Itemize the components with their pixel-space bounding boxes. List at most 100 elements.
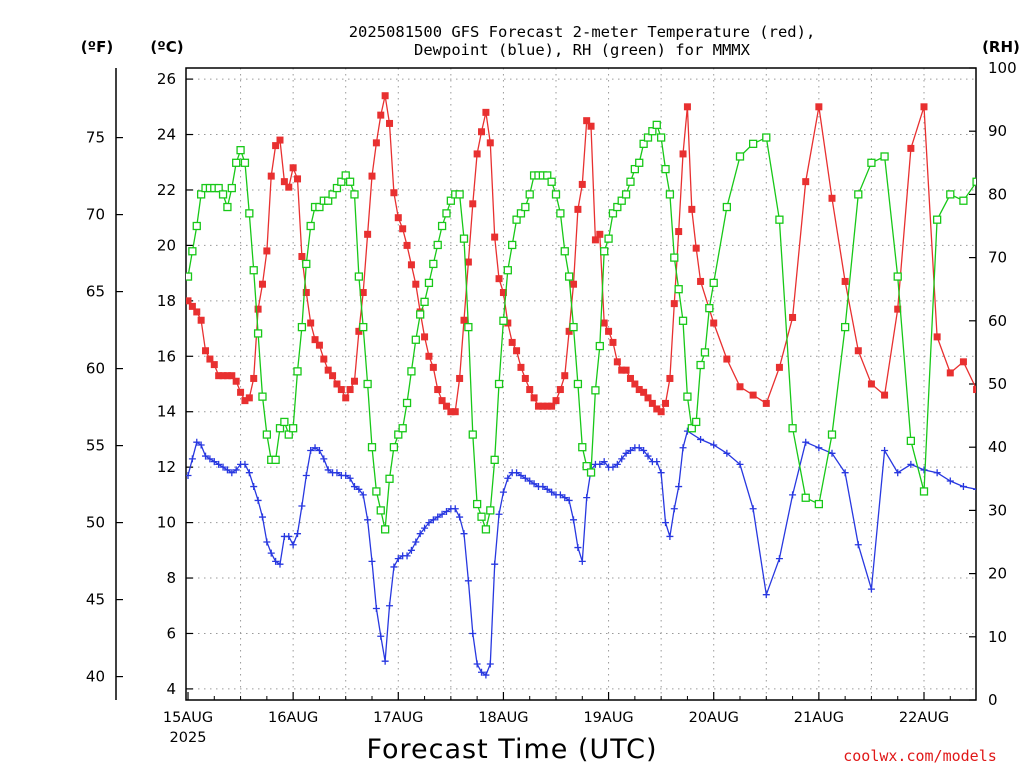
rh-point	[880, 152, 889, 161]
rh-point	[472, 499, 482, 509]
temperature-point	[894, 305, 902, 313]
temperature-point	[451, 408, 459, 416]
rh-point	[486, 506, 495, 515]
rh-point	[186, 272, 193, 281]
rh-point	[192, 221, 201, 231]
temperature-point	[434, 386, 442, 394]
dewpoint-point	[679, 444, 687, 452]
dewpoint-point	[346, 474, 354, 482]
rh-point	[380, 525, 390, 534]
temperature-point	[513, 347, 521, 355]
temperature-point	[635, 386, 643, 394]
fahrenheit-tick-label: 60	[86, 360, 105, 378]
temperature-point	[280, 178, 288, 186]
rh-point	[394, 430, 403, 439]
temperature-point	[464, 258, 472, 266]
temperature-point	[802, 178, 810, 186]
dewpoint-point	[867, 585, 875, 593]
temperature-point	[289, 164, 297, 172]
rh-point	[359, 322, 368, 332]
rh-point	[986, 159, 993, 166]
rh-point	[709, 278, 718, 288]
dewpoint-point	[403, 552, 411, 560]
temperature-point	[749, 391, 757, 399]
rh-point	[595, 341, 604, 351]
rh-point	[827, 430, 837, 439]
dewpoint-point	[241, 460, 249, 468]
dewpoint-point	[578, 557, 586, 565]
rh-point	[635, 158, 644, 167]
dewpoint-point	[920, 466, 928, 474]
dewpoint-point	[377, 632, 385, 640]
temperature-point	[973, 386, 976, 394]
rh-point	[508, 240, 517, 250]
temperature-point	[600, 319, 608, 327]
dewpoint-point	[250, 483, 258, 491]
dewpoint-point	[697, 435, 705, 443]
rh-point	[249, 266, 258, 275]
temperature-point	[223, 372, 231, 380]
rh-point	[196, 190, 206, 199]
rh-tick-label: 10	[988, 628, 1007, 646]
dewpoint-point	[442, 508, 450, 516]
dewpoint-point	[675, 483, 683, 491]
celsius-tick-label: 16	[157, 347, 176, 365]
x-tick-label: 21AUG	[794, 710, 844, 726]
dewpoint-point	[626, 447, 634, 455]
rh-point	[271, 455, 280, 464]
rh-point	[337, 177, 346, 186]
dewpoint-point	[197, 441, 205, 449]
rh-point	[389, 443, 399, 452]
temperature-point	[881, 391, 889, 399]
dewpoint-point	[451, 505, 459, 513]
celsius-tick-label: 20	[157, 236, 176, 254]
temperature-point	[390, 189, 398, 197]
credit-text: coolwx.com/models	[843, 747, 997, 765]
dewpoint-point	[186, 471, 192, 479]
dewpoint-point	[775, 555, 783, 563]
temperature-point	[364, 230, 372, 238]
rh-point	[411, 335, 420, 344]
dewpoint-point	[548, 488, 556, 496]
dewpoint-point	[320, 455, 328, 463]
rh-point	[446, 196, 456, 205]
temperature-point	[460, 316, 468, 324]
temperature-point	[486, 139, 494, 147]
rh-tick-label: 90	[988, 122, 1007, 140]
dewpoint-point	[600, 458, 608, 466]
rh-point	[893, 272, 902, 281]
temperature-point	[456, 374, 464, 382]
fahrenheit-tick-label: 40	[86, 668, 105, 686]
temperature-point	[491, 233, 499, 241]
rh-tick-label: 100	[988, 59, 1017, 77]
temperature-point	[736, 383, 744, 391]
rh-point	[617, 196, 626, 205]
temperature-point	[986, 403, 993, 410]
fahrenheit-tick-label: 55	[86, 437, 105, 455]
temperature-point	[399, 225, 407, 233]
rh-point	[324, 196, 333, 205]
dewpoint-point	[464, 577, 472, 585]
rh-point	[556, 209, 565, 218]
temperature-point	[933, 333, 941, 341]
dewpoint-point	[390, 563, 398, 571]
dewpoint-point	[657, 469, 665, 477]
rh-point	[275, 424, 285, 433]
rh-point	[788, 424, 797, 433]
rh-point	[722, 202, 732, 212]
temperature-point	[193, 308, 201, 316]
rh-point	[315, 202, 324, 212]
dewpoint-point	[202, 452, 210, 460]
chart-title-line-1: 2025081500 GFS Forecast 2-meter Temperat…	[349, 23, 816, 41]
dewpoint-point	[364, 516, 372, 524]
dewpoint-point	[574, 544, 582, 552]
dewpoint-point	[342, 471, 350, 479]
dewpoint-point	[736, 460, 744, 468]
temperature-point	[482, 108, 490, 116]
dewpoint-point	[762, 591, 770, 599]
dewpoint-point	[561, 494, 569, 502]
rh-point	[416, 310, 425, 319]
dewpoint-point	[272, 557, 280, 565]
rh-point	[494, 379, 504, 389]
temperature-point	[561, 372, 569, 380]
